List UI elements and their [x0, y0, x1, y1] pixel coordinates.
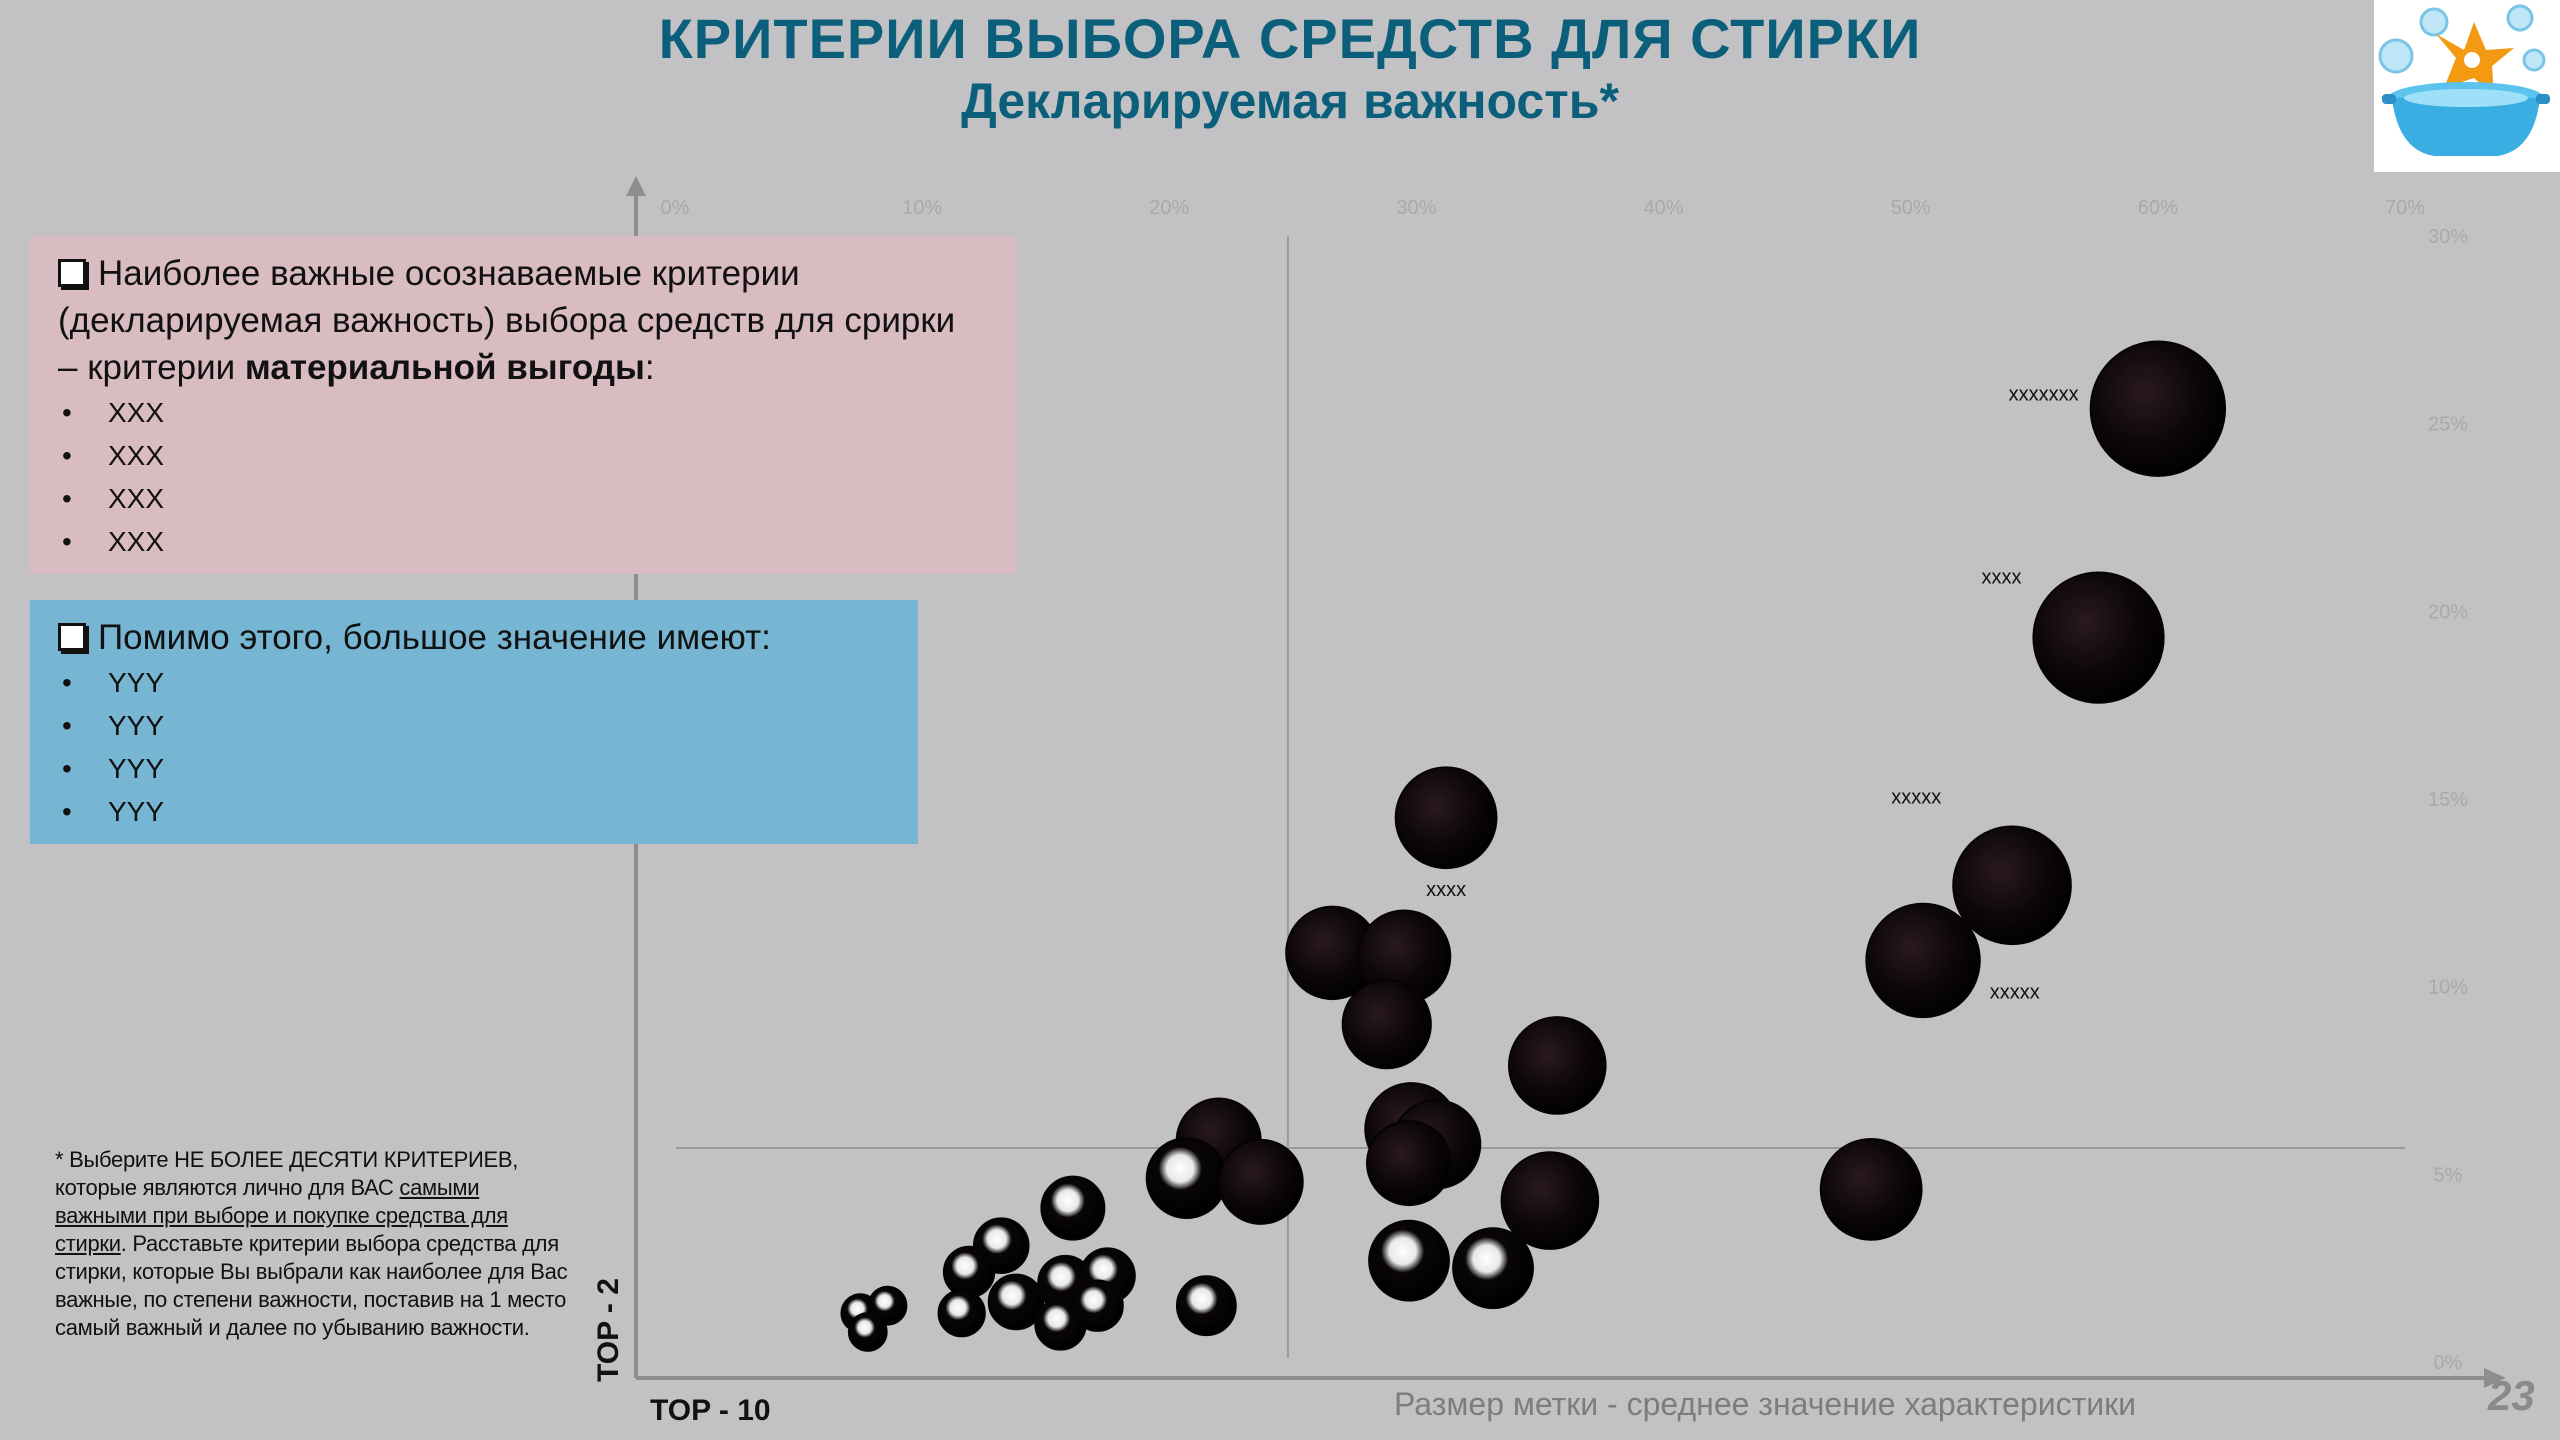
bubble-point	[937, 1289, 986, 1338]
list-item-label: XXX	[108, 440, 165, 471]
page-subtitle: Декларируемая важность*	[961, 73, 1619, 129]
list-item: • YYY	[62, 753, 165, 784]
list-item-label: XXX	[108, 526, 165, 557]
x-tick-label: 10%	[902, 197, 942, 219]
bubble-point	[1394, 766, 1498, 870]
y-tick-label: 30%	[2428, 226, 2468, 248]
x-tick-label: 70%	[2385, 197, 2425, 219]
laundry-basin-icon	[2374, 0, 2560, 172]
footnote-text-end: . Расставьте критерии выбора средства дл…	[55, 1231, 568, 1340]
bubble-point	[1508, 1016, 1607, 1115]
y-tick-label: 15%	[2428, 789, 2468, 811]
footnote-text: * Выберите НЕ БОЛЕЕ ДЕСЯТИ КРИТЕРИЕВ, ко…	[55, 1147, 519, 1200]
x-tick-label: 0%	[661, 197, 690, 219]
bubble-point	[1952, 825, 2072, 946]
bubble-point	[942, 1245, 996, 1299]
panel-material-heading-colon: :	[644, 348, 655, 387]
bubble-point	[1217, 1138, 1304, 1225]
list-item-label: XXX	[108, 483, 165, 514]
x-tick-label: 30%	[1396, 197, 1436, 219]
bubble-point	[1452, 1227, 1534, 1310]
panel-other-heading-text: Помимо этого, большое значение имеют:	[98, 618, 771, 657]
x-tick-label: 20%	[1149, 197, 1189, 219]
y-tick-label: 10%	[2428, 977, 2468, 999]
bubble-point	[1500, 1151, 1600, 1250]
bubble-point	[1366, 1120, 1453, 1207]
list-item: • XXX	[62, 483, 165, 514]
y-tick-label: 0%	[2434, 1352, 2463, 1374]
x-axis-arrow-icon	[2484, 1368, 2506, 1388]
bubble-point	[1175, 1275, 1237, 1337]
panel-material-heading-bold: материальной выгоды	[244, 348, 645, 387]
panel-material-benefit: Наиболее важные осознаваемые критерии (де…	[30, 236, 1016, 574]
bubble-data-label: xxxx	[1426, 879, 1466, 901]
panel-other-heading: Помимо этого, большое значение имеют:	[58, 614, 890, 661]
list-item-label: YYY	[108, 796, 165, 827]
bubble-point	[2032, 571, 2165, 704]
bubble-data-label: xxxx	[1981, 567, 2021, 589]
bubble-data-label: xxxxx	[1990, 981, 2040, 1003]
bubble-point	[1145, 1137, 1228, 1219]
bubble-point	[847, 1312, 888, 1352]
bubble-point	[2089, 340, 2227, 477]
bubble-point	[1040, 1175, 1106, 1241]
checkbox-bullet-icon	[58, 623, 86, 651]
list-item: • YYY	[62, 710, 165, 741]
panel-other-important: Помимо этого, большое значение имеют: • Y…	[30, 600, 918, 844]
bubble-data-label: xxxxxxx	[2009, 384, 2079, 406]
list-item: • XXX	[62, 440, 165, 471]
list-item-label: YYY	[108, 710, 165, 741]
bubble-point	[1341, 979, 1432, 1070]
bubble-size-caption: Размер метки - среднее значение характер…	[1394, 1386, 2136, 1422]
x-axis-label: TOP - 10	[650, 1394, 771, 1427]
footnote: * Выберите НЕ БОЛЕЕ ДЕСЯТИ КРИТЕРИЕВ, ко…	[55, 1146, 575, 1342]
page-number: 23	[2488, 1372, 2535, 1419]
panel-material-heading-line2: (декларируемая важность) выбора средств …	[58, 301, 956, 340]
list-item: • YYY	[62, 796, 165, 827]
page-title: КРИТЕРИИ ВЫБОРА СРЕДСТВ ДЛЯ СТИРКИ	[658, 7, 1922, 70]
list-item: • XXX	[62, 526, 165, 557]
footnote-underlined: самыми важными при выборе и покупке сред…	[55, 1175, 508, 1256]
panel-material-heading: Наиболее важные осознаваемые критерии (де…	[58, 250, 988, 391]
x-tick-label: 50%	[1891, 197, 1931, 219]
panel-other-list: • YYY • YYY • YYY • YYY	[58, 661, 890, 833]
bubble-point	[1865, 902, 1981, 1019]
y-tick-label: 5%	[2434, 1164, 2463, 1186]
y-axis-label: TOP - 2	[592, 1278, 625, 1382]
y-axis-arrow-icon	[626, 176, 646, 196]
y-tick-label: 20%	[2428, 601, 2468, 623]
panel-material-list: • XXX • XXX • XXX • XXX	[58, 391, 988, 563]
list-item: • YYY	[62, 667, 165, 698]
list-item-label: YYY	[108, 753, 165, 784]
list-item: • XXX	[62, 397, 165, 428]
checkbox-bullet-icon	[58, 259, 86, 287]
x-tick-label: 60%	[2138, 197, 2178, 219]
panel-material-heading-line1: Наиболее важные осознаваемые критерии	[98, 254, 800, 293]
list-item-label: XXX	[108, 397, 165, 428]
bubble-data-label: xxxxx	[1891, 786, 1941, 808]
y-tick-label: 25%	[2428, 414, 2468, 436]
bubble-point	[1368, 1219, 1450, 1302]
bubble-point	[987, 1273, 1045, 1331]
bubble-point	[1071, 1279, 1124, 1332]
x-tick-label: 40%	[1644, 197, 1684, 219]
bubble-point	[1819, 1137, 1923, 1241]
panel-material-heading-line3: – критерии	[58, 348, 245, 387]
list-item-label: YYY	[108, 667, 165, 698]
